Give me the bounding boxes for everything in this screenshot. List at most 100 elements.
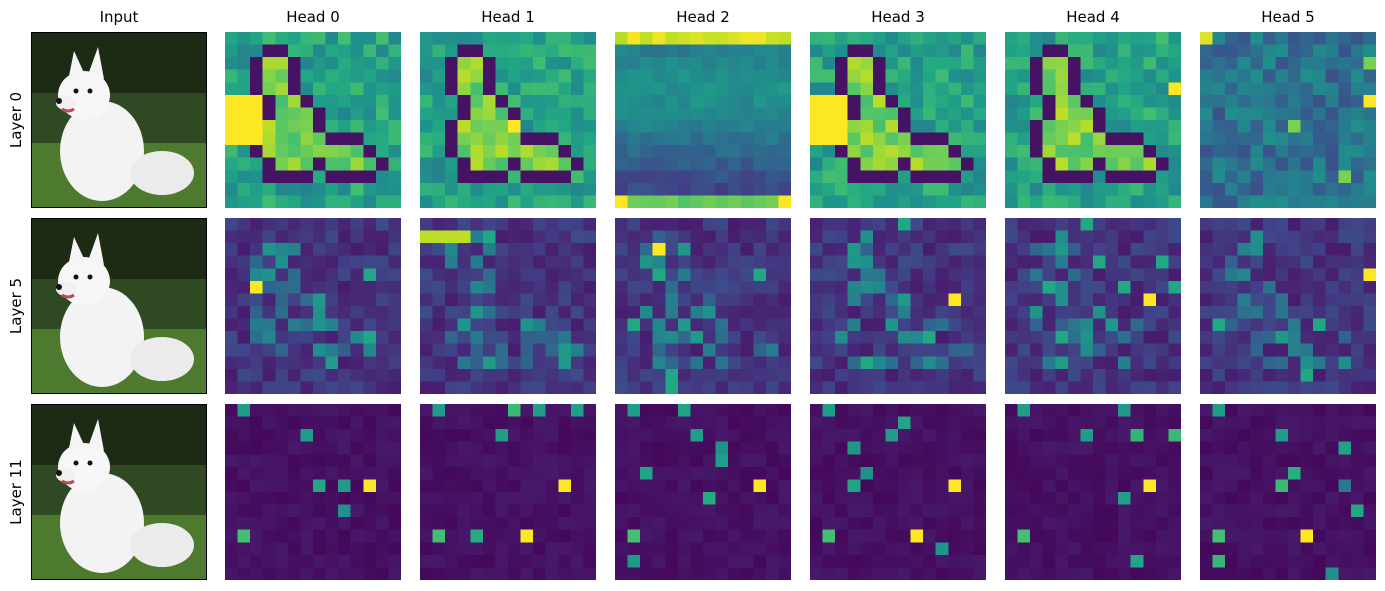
heat-cell: [677, 567, 691, 580]
heat-cell: [898, 381, 912, 394]
heat-cell: [287, 182, 301, 196]
heat-cell: [872, 492, 886, 506]
heat-cell: [445, 343, 459, 357]
heat-cell: [570, 107, 584, 121]
heat-cell: [640, 381, 654, 394]
heat-cell: [1350, 567, 1364, 580]
heat-cell: [225, 32, 239, 46]
heat-cell: [1080, 554, 1094, 568]
heat-cell: [1313, 331, 1327, 345]
heat-cell: [495, 381, 509, 394]
heat-cell: [1130, 492, 1144, 506]
heat-cell: [898, 57, 912, 71]
heat-cell: [753, 268, 767, 282]
heat-cell: [250, 230, 264, 244]
heat-cell: [690, 504, 704, 518]
heat-cell: [432, 331, 446, 345]
heat-cell: [1067, 416, 1081, 430]
heat-cell: [973, 343, 986, 357]
heat-cell: [1200, 32, 1214, 46]
heat-cell: [275, 268, 289, 282]
heat-cell: [973, 107, 986, 121]
heat-cell: [715, 504, 729, 518]
heat-cell: [822, 243, 836, 257]
heat-cell: [313, 230, 327, 244]
heat-cell: [1225, 504, 1239, 518]
heat-cell: [1225, 356, 1239, 370]
heat-cell: [1017, 404, 1031, 418]
heat-cell: [822, 157, 836, 171]
heat-cell: [872, 94, 886, 108]
heat-cell: [470, 542, 484, 556]
heat-cell: [960, 182, 974, 196]
heat-cell: [835, 255, 849, 269]
heat-cell: [778, 517, 791, 531]
heat-cell: [615, 331, 629, 345]
heat-cell: [847, 82, 861, 96]
heat-cell: [1017, 356, 1031, 370]
heat-cell: [1250, 441, 1264, 455]
heat-cell: [250, 331, 264, 345]
heat-cell: [615, 230, 629, 244]
heat-cell: [615, 356, 629, 370]
heat-cell: [640, 32, 654, 46]
heat-cell: [1200, 293, 1214, 307]
heat-cell: [275, 479, 289, 493]
heat-cell: [1042, 82, 1056, 96]
heat-cell: [1300, 529, 1314, 543]
heat-cell: [508, 218, 522, 232]
heat-cell: [470, 492, 484, 506]
heat-cell: [338, 356, 352, 370]
heat-cell: [627, 542, 641, 556]
heat-cell: [350, 94, 364, 108]
heat-cell: [948, 554, 962, 568]
heat-cell: [1067, 356, 1081, 370]
heat-cell: [1042, 107, 1056, 121]
heat-cell: [495, 454, 509, 468]
heat-cell: [860, 243, 874, 257]
heat-cell: [898, 492, 912, 506]
heat-cell: [778, 57, 791, 71]
heat-cell: [640, 82, 654, 96]
heat-cell: [753, 567, 767, 580]
heat-cell: [1325, 356, 1339, 370]
heat-cell: [860, 356, 874, 370]
heat-cell: [715, 280, 729, 294]
heat-cell: [470, 107, 484, 121]
heat-cell: [470, 441, 484, 455]
heat-cell: [822, 182, 836, 196]
heat-cell: [885, 492, 899, 506]
heat-cell: [753, 44, 767, 58]
heat-cell: [1300, 32, 1314, 46]
heat-cell: [703, 479, 717, 493]
heat-cell: [350, 368, 364, 382]
heat-cell: [728, 230, 742, 244]
heat-cell: [558, 504, 572, 518]
heat-cell: [1313, 182, 1327, 196]
heat-cell: [860, 107, 874, 121]
heat-cell: [810, 157, 824, 171]
heat-cell: [1030, 343, 1044, 357]
heat-cell: [558, 567, 572, 580]
heat-cell: [665, 145, 679, 159]
heat-cell: [898, 554, 912, 568]
heat-cell: [1350, 542, 1364, 556]
heat-cell: [778, 343, 791, 357]
heat-cell: [1237, 44, 1251, 58]
heat-cell: [1143, 57, 1157, 71]
heat-cell: [338, 504, 352, 518]
heat-cell: [445, 145, 459, 159]
heat-cell: [1363, 356, 1376, 370]
heat-cell: [1093, 318, 1107, 332]
heat-cell: [765, 268, 779, 282]
heat-cell: [872, 145, 886, 159]
heat-cell: [740, 554, 754, 568]
heat-cell: [740, 306, 754, 320]
heat-cell: [665, 441, 679, 455]
heat-cell: [1155, 554, 1169, 568]
heat-cell: [1067, 567, 1081, 580]
heat-cell: [482, 170, 496, 184]
heat-cell: [287, 132, 301, 146]
heat-cell: [1363, 120, 1376, 134]
heat-cell: [860, 32, 874, 46]
